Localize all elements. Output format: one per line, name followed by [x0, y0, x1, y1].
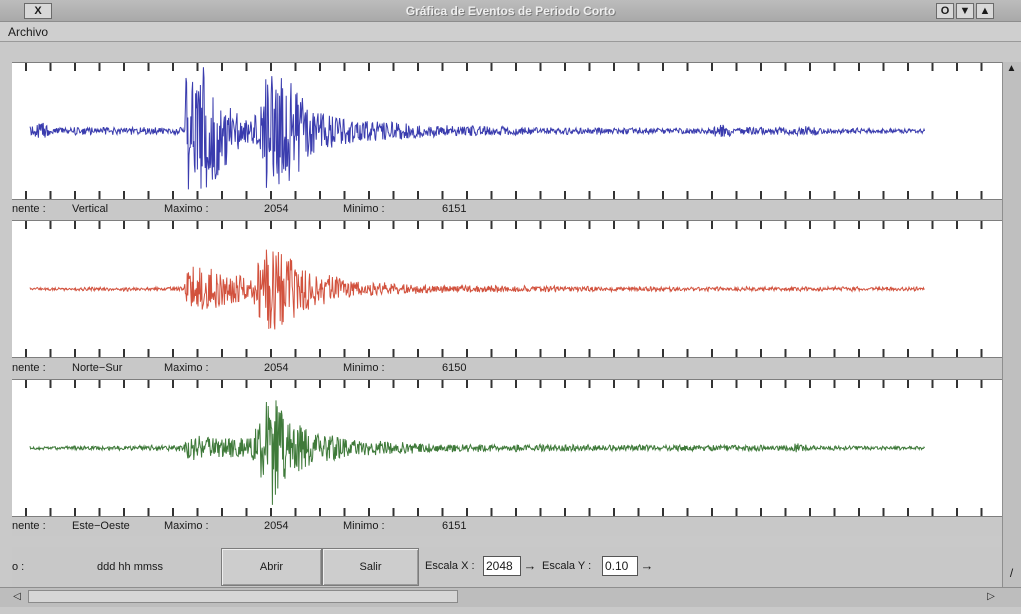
scroll-right-icon[interactable]: ▷	[987, 591, 995, 602]
min-label: Minimo :	[343, 520, 385, 532]
menu-bar: Archivo	[0, 22, 1021, 42]
menu-archivo[interactable]: Archivo	[8, 25, 49, 39]
channel-info-vertical: nente : Vertical Maximo : 2054 Minimo : …	[12, 201, 1002, 219]
min-value: 6151	[442, 203, 467, 215]
scale-y-input[interactable]: 0.10	[602, 556, 638, 576]
min-label: Minimo :	[343, 203, 385, 215]
channel-info-este-oeste: nente : Este−Oeste Maximo : 2054 Minimo …	[12, 518, 1002, 536]
maximize-button[interactable]: ▲	[976, 3, 994, 19]
max-label: Maximo :	[164, 203, 209, 215]
scroll-thumb[interactable]	[28, 590, 458, 603]
component-label: nente :	[12, 520, 46, 532]
scale-x-input[interactable]: 2048	[483, 556, 521, 576]
minimize-button[interactable]: ▼	[956, 3, 974, 19]
scroll-left-icon[interactable]: ◁	[13, 591, 21, 602]
close-button[interactable]: X	[24, 3, 52, 19]
max-value: 2054	[264, 362, 289, 374]
scale-y-spin-icon[interactable]: →	[640, 558, 654, 573]
max-value: 2054	[264, 520, 289, 532]
component-label: nente :	[12, 362, 46, 374]
seismogram-vertical	[25, 63, 983, 199]
waveform-trace	[29, 67, 926, 190]
window-title: Gráfica de Eventos de Periodo Corto	[405, 4, 616, 18]
min-label: Minimo :	[343, 362, 385, 374]
scroll-down-icon[interactable]: /	[1009, 566, 1014, 580]
seismogram-este-oeste	[25, 380, 983, 516]
min-value: 6150	[442, 362, 467, 374]
max-label: Maximo :	[164, 520, 209, 532]
scale-y-label: Escala Y :	[542, 560, 592, 572]
window-option-button[interactable]: O	[936, 3, 954, 19]
exit-button[interactable]: Salir	[322, 548, 419, 586]
min-value: 6151	[442, 520, 467, 532]
component-label: nente :	[12, 203, 46, 215]
seismogram-panel-norte-sur	[12, 220, 1002, 358]
open-button[interactable]: Abrir	[221, 548, 322, 586]
waveform-trace	[29, 400, 925, 505]
seismogram-panel-vertical	[12, 62, 1002, 200]
vertical-scrollbar[interactable]	[1002, 62, 1021, 587]
scale-x-label: Escala X :	[425, 560, 475, 572]
time-label: o :	[12, 561, 25, 573]
seismogram-panel-este-oeste	[12, 379, 1002, 517]
channel-info-norte-sur: nente : Norte−Sur Maximo : 2054 Minimo :…	[12, 360, 1002, 378]
time-format: ddd hh mmss	[97, 561, 164, 573]
scale-x-spin-icon[interactable]: →	[523, 558, 537, 573]
seismogram-norte-sur	[25, 221, 983, 357]
max-label: Maximo :	[164, 362, 209, 374]
waveform-trace	[29, 249, 925, 330]
scroll-up-icon[interactable]: ▲	[1006, 63, 1017, 74]
component-value: Norte−Sur	[72, 362, 123, 374]
component-value: Este−Oeste	[72, 520, 130, 532]
component-value: Vertical	[72, 203, 109, 215]
max-value: 2054	[264, 203, 289, 215]
title-bar: X Gráfica de Eventos de Periodo Corto O …	[0, 0, 1021, 22]
